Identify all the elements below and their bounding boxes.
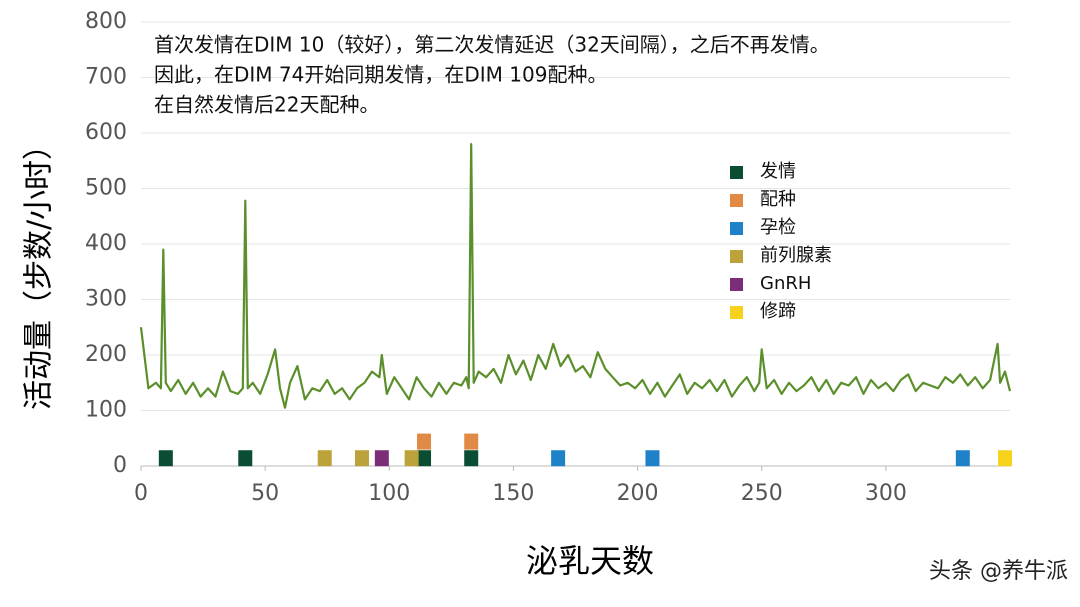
event-marker [464,433,479,450]
event-marker [404,450,419,467]
legend-label: 发情 [760,161,796,182]
x-tick-label: 100 [368,481,410,506]
legend-label: GnRH [760,273,811,294]
y-tick-label: 700 [85,65,127,90]
event-marker [354,450,369,467]
y-tick-label: 500 [85,176,127,201]
legend-swatch [730,194,743,207]
watermark: 头条 @养牛派 [929,559,1068,584]
activity-line [139,143,1012,409]
legend-swatch [730,166,743,179]
x-axis-label: 泌乳天数 [526,542,654,580]
y-tick-label: 0 [113,453,127,478]
event-marker [998,450,1013,467]
event-marker [374,450,389,467]
legend-label: 修蹄 [760,301,796,322]
event-marker [238,450,253,467]
legend-swatch [730,306,743,319]
x-tick-label: 50 [251,481,279,506]
event-marker [955,450,970,467]
legend-label: 前列腺素 [760,245,832,266]
event-marker [551,450,566,467]
x-tick-label: 250 [741,481,783,506]
event-marker [317,450,332,467]
y-tick-label: 800 [85,9,127,34]
annotation: 在自然发情后22天配种。 [154,93,379,117]
legend-swatch [730,278,743,291]
y-tick-label: 200 [85,342,127,367]
annotation: 因此，在DIM 74开始同期发情，在DIM 109配种。 [154,63,607,87]
legend-label: 配种 [760,189,796,210]
annotation: 首次发情在DIM 10（较好），第二次发情延迟（32天间隔），之后不再发情。 [154,33,830,57]
y-axis-label: 活动量（步数/小时） [22,130,57,410]
x-tick-label: 300 [865,481,907,506]
event-marker [645,450,660,467]
y-tick-label: 300 [85,287,127,312]
legend-label: 孕检 [760,217,796,238]
x-tick-label: 150 [492,481,534,506]
event-marker [158,450,173,467]
x-tick-label: 200 [617,481,659,506]
legend-swatch [730,250,743,263]
event-marker [464,450,479,467]
legend-swatch [730,222,743,235]
y-tick-label: 100 [85,398,127,423]
y-tick-label: 600 [85,120,127,145]
event-marker [417,433,432,450]
event-marker [417,450,432,467]
y-tick-label: 400 [85,231,127,256]
x-tick-label: 0 [134,481,148,506]
